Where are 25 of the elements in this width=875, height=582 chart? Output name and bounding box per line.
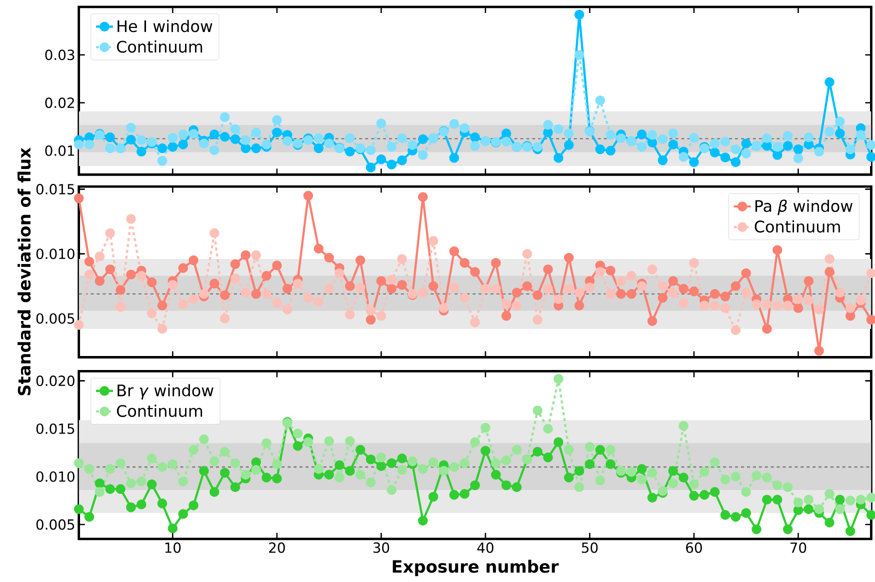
y-tick-label: 0.01 <box>45 146 74 156</box>
legend-label: He I window <box>118 20 212 32</box>
legend-label: Continuum <box>116 404 202 418</box>
x-tick-label: 10 <box>165 542 181 554</box>
x-tick-label: 30 <box>373 542 390 554</box>
legend-label: Continuum <box>754 220 840 233</box>
y-tick-label: 0.015 <box>36 424 74 434</box>
x-tick-label: 50 <box>582 542 598 554</box>
legend-label: Br γ window <box>118 384 214 400</box>
y-tick-label: 0.005 <box>36 313 74 324</box>
y-tick-label: 0.005 <box>36 519 74 530</box>
y-axis-title: Standard deviation of flux <box>18 148 31 396</box>
y-tick-label: 0.03 <box>45 50 74 60</box>
x-axis-title: Exposure number <box>392 560 559 576</box>
legend-label: Pa β window <box>755 200 852 216</box>
x-tick-label: 70 <box>790 542 806 554</box>
legend-label: Continuum <box>116 40 202 53</box>
x-tick-label: 20 <box>269 542 285 554</box>
y-tick-label: 0.02 <box>45 98 74 108</box>
x-tick-label: 60 <box>686 542 702 554</box>
y-tick-label: 0.010 <box>36 471 74 482</box>
x-tick-label: 40 <box>477 542 494 554</box>
y-tick-label: 0.020 <box>36 376 74 386</box>
y-tick-label: 0.010 <box>36 248 74 260</box>
y-tick-label: 0.015 <box>36 184 74 195</box>
